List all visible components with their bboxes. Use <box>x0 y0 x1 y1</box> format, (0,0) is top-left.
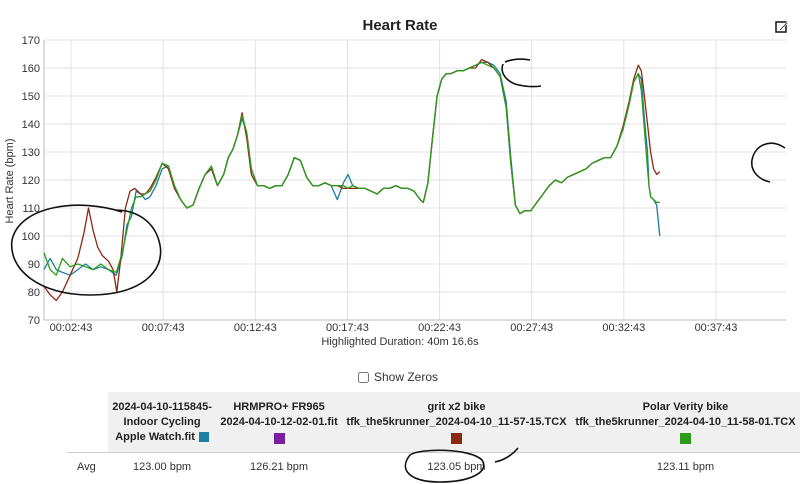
hand-drawn-annotations <box>10 58 786 296</box>
series-lines <box>43 58 661 302</box>
show-zeros-label: Show Zeros <box>374 370 439 384</box>
x-tick-label: 00:27:43 <box>510 322 553 334</box>
series-swatch-apple-watch[interactable] <box>198 431 209 442</box>
avg-row-label: Avg <box>67 452 108 481</box>
x-tick-label: 00:22:43 <box>418 322 461 334</box>
series-line-polar-verity-bike <box>43 61 660 276</box>
device-line1: Polar Verity bike <box>642 401 729 413</box>
series-swatch-hrmpro[interactable] <box>273 433 285 444</box>
series-line-apple-watch <box>43 61 661 276</box>
show-zeros-toggle[interactable]: Show Zeros <box>358 370 438 384</box>
y-tick-label: 170 <box>22 35 40 47</box>
y-tick-label: 90 <box>28 259 40 271</box>
annotation-arc-peak <box>501 58 542 88</box>
device-header-grit-x2: grit x2 bike tfk_the5krunner_2024-04-10_… <box>341 392 571 453</box>
x-axis-ticks: 00:02:43 00:07:43 00:12:43 00:17:43 00:22:43… <box>50 322 738 334</box>
y-tick-label: 100 <box>22 231 40 243</box>
annotation-arc-right <box>750 142 786 183</box>
y-tick-label: 140 <box>22 119 40 131</box>
y-tick-label: 70 <box>28 315 40 327</box>
device-line2: tfk_the5krunner_2024-04-10_11-57-15.TCX <box>346 416 567 428</box>
device-header-apple-watch: 2024-04-10-115845- Indoor Cycling Apple … <box>108 392 217 453</box>
avg-grit-x2: 123.05 bpm <box>341 452 571 481</box>
edit-icon[interactable] <box>775 20 789 34</box>
device-line2: Indoor Cycling <box>123 415 201 428</box>
device-line2: tfk_the5krunner_2024-04-10_11-58-01.TCX <box>575 416 796 428</box>
device-header-spacer <box>67 392 108 453</box>
device-comparison-table: 2024-04-10-115845- Indoor Cycling Apple … <box>67 392 800 481</box>
device-header-row: 2024-04-10-115845- Indoor Cycling Apple … <box>67 392 800 453</box>
x-axis-label: Highlighted Duration: 40m 16.6s <box>321 336 479 348</box>
y-axis-ticks: 70 80 90 100 110 120 130 140 150 160 170 <box>22 35 40 327</box>
avg-hrmpro: 126.21 bpm <box>216 452 342 481</box>
device-line3: Apple Watch.fit <box>115 430 195 443</box>
y-tick-label: 130 <box>22 147 40 159</box>
y-tick-label: 160 <box>22 63 40 75</box>
device-line1: 2024-04-10-115845- <box>112 400 212 413</box>
series-swatch-polar-verity[interactable] <box>679 433 691 444</box>
x-tick-label: 00:02:43 <box>50 322 93 334</box>
x-tick-label: 00:17:43 <box>326 322 369 334</box>
table-row: Avg 123.00 bpm 126.21 bpm 123.05 bpm 123… <box>67 452 800 481</box>
y-tick-label: 120 <box>22 175 40 187</box>
x-tick-label: 00:07:43 <box>142 322 185 334</box>
y-tick-label: 150 <box>22 91 40 103</box>
annotation-circle-left <box>10 204 162 296</box>
chart-title: Heart Rate <box>362 17 438 34</box>
grid-lines <box>43 39 786 321</box>
device-line1: grit x2 bike <box>427 401 486 413</box>
avg-apple-watch: 123.00 bpm <box>108 452 217 481</box>
x-tick-label: 00:37:43 <box>695 322 738 334</box>
device-line1: HRMPRO+ FR965 <box>233 401 325 413</box>
x-tick-label: 00:32:43 <box>602 322 645 334</box>
device-header-polar-verity: Polar Verity bike tfk_the5krunner_2024-0… <box>570 392 800 453</box>
series-swatch-grit-x2[interactable] <box>450 433 462 444</box>
device-line2: 2024-04-10-12-02-01.fit <box>220 416 338 428</box>
y-axis-label: Heart Rate (bpm) <box>4 139 16 224</box>
show-zeros-checkbox[interactable] <box>358 371 369 383</box>
device-header-hrmpro: HRMPRO+ FR965 2024-04-10-12-02-01.fit <box>216 392 342 453</box>
y-tick-label: 80 <box>28 287 40 299</box>
y-tick-label: 110 <box>22 203 40 215</box>
avg-polar-verity: 123.11 bpm <box>570 452 800 481</box>
x-tick-label: 00:12:43 <box>234 322 277 334</box>
